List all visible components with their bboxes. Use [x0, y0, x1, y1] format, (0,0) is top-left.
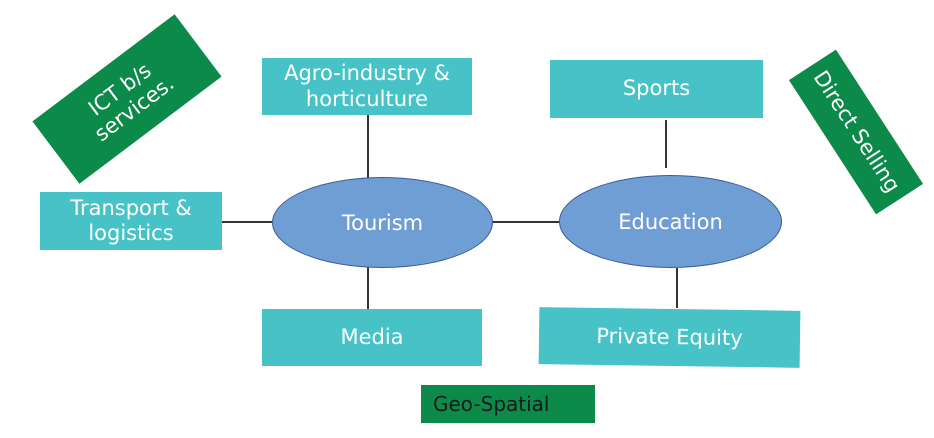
ict-services-tag: ICT b/s services. — [32, 14, 222, 184]
agro-industry-label: Agro-industry & horticulture — [284, 61, 450, 111]
transport-logistics-label: Transport & logistics — [70, 195, 192, 245]
direct-selling-tag: Direct Selling — [788, 49, 924, 215]
education-ellipse: Education — [559, 175, 782, 268]
geo-spatial-label: Geo-Spatial — [433, 392, 550, 416]
tourism-ellipse: Tourism — [272, 177, 493, 268]
media-box: Media — [262, 309, 482, 366]
connector-transport-tourism — [222, 221, 274, 223]
sports-label: Sports — [622, 76, 691, 101]
tourism-label: Tourism — [341, 210, 424, 235]
education-label: Education — [618, 209, 723, 234]
private-equity-label: Private Equity — [596, 323, 743, 350]
sports-box: Sports — [550, 60, 763, 118]
connector-sports-education — [665, 120, 667, 168]
private-equity-box: Private Equity — [538, 307, 801, 368]
transport-logistics-box: Transport & logistics — [40, 192, 222, 250]
agro-industry-box: Agro-industry & horticulture — [262, 58, 472, 115]
connector-tourism-education — [492, 221, 559, 223]
connector-education-private-equity — [676, 268, 678, 308]
connector-media-tourism — [367, 266, 369, 310]
connector-agro-tourism — [367, 115, 369, 180]
media-label: Media — [340, 324, 404, 349]
direct-selling-label: Direct Selling — [808, 66, 905, 197]
geo-spatial-tag: Geo-Spatial — [421, 385, 595, 423]
ict-services-label: ICT b/s services. — [83, 58, 179, 147]
